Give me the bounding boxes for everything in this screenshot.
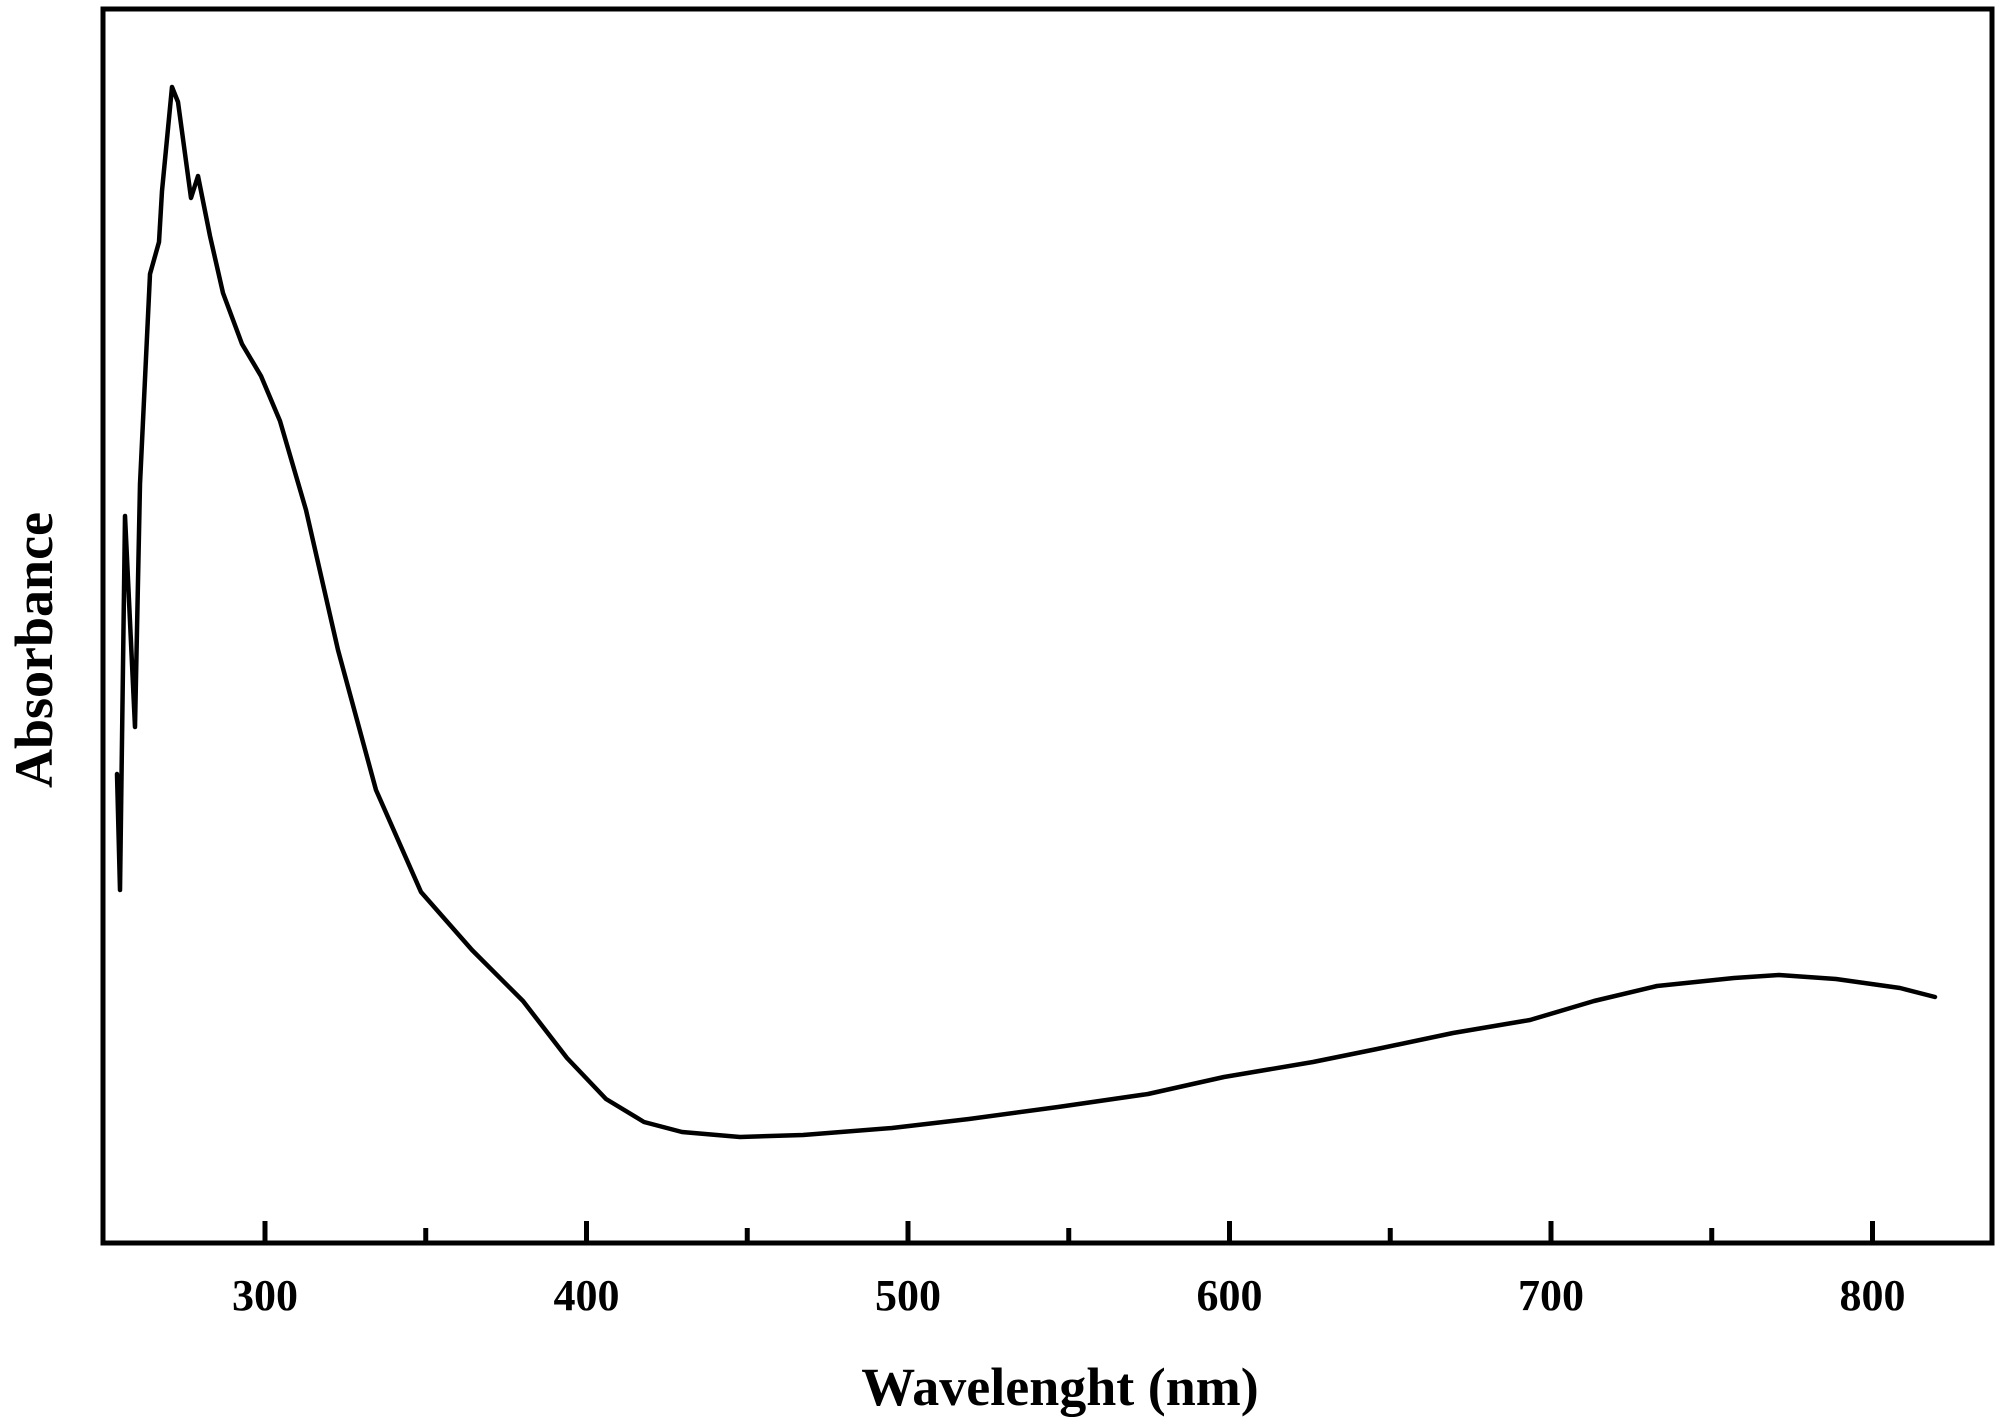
x-tick-label: 500 [875, 1271, 941, 1320]
plot-frame [100, 6, 1995, 1246]
x-tick-label: 600 [1197, 1271, 1263, 1320]
x-tick-label: 300 [232, 1271, 298, 1320]
y-axis-title: Absorbance [4, 512, 64, 788]
x-tick-label: 800 [1840, 1271, 1906, 1320]
x-tick-label: 700 [1518, 1271, 1584, 1320]
x-tick-label: 400 [554, 1271, 620, 1320]
x-axis-title: Wavelenght (nm) [861, 1357, 1259, 1417]
absorbance-curve [114, 84, 1938, 1140]
x-axis-tick-labels: 300 400 500 600 700 800 [232, 1271, 1906, 1320]
x-axis-ticks [262, 1221, 1875, 1243]
